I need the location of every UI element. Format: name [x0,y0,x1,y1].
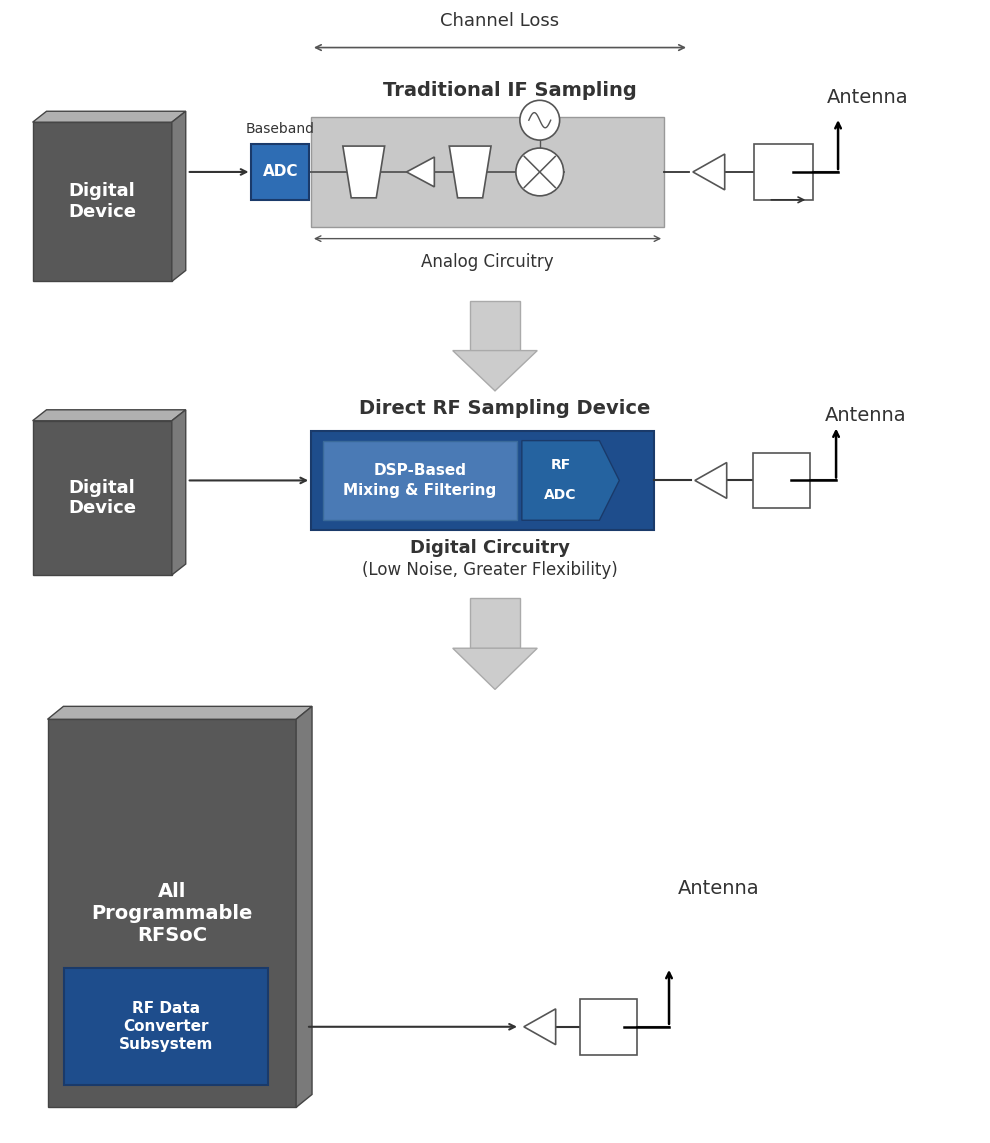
Bar [323,441,517,520]
Polygon shape [33,421,172,575]
Polygon shape [449,146,491,198]
Polygon shape [172,410,186,575]
Polygon shape [470,598,520,648]
Bar [753,144,813,200]
Text: RF Data: RF Data [133,1001,200,1016]
Text: Subsystem: Subsystem [119,1037,214,1053]
Bar [752,453,810,509]
Text: Digital: Digital [69,479,136,496]
Polygon shape [452,351,538,391]
Bar [64,968,268,1086]
Polygon shape [407,157,435,186]
Polygon shape [33,111,186,122]
Text: RF: RF [550,457,571,472]
Text: Programmable: Programmable [91,904,252,922]
Text: Direct RF Sampling Device: Direct RF Sampling Device [359,399,650,418]
Text: Digital Circuitry: Digital Circuitry [410,539,570,557]
Polygon shape [48,706,312,719]
Polygon shape [33,122,172,281]
Text: Converter: Converter [124,1020,209,1034]
Text: Channel Loss: Channel Loss [441,11,559,30]
Polygon shape [172,111,186,281]
Text: ADC: ADC [544,488,577,502]
Text: All: All [157,881,186,901]
Polygon shape [524,1009,555,1045]
Text: Device: Device [68,499,137,518]
Polygon shape [343,146,385,198]
Polygon shape [48,719,296,1108]
Text: ADC: ADC [262,165,298,179]
Polygon shape [693,154,725,190]
Bar [251,144,309,200]
Circle shape [520,101,559,141]
Text: RFSoC: RFSoC [137,926,207,945]
Text: Antenna: Antenna [825,406,907,425]
Text: Baseband: Baseband [246,122,315,136]
Polygon shape [470,302,520,351]
Polygon shape [695,463,727,498]
Bar [311,431,654,530]
Text: DSP-Based: DSP-Based [373,463,466,478]
Text: Analog Circuitry: Analog Circuitry [421,253,553,271]
Polygon shape [33,410,186,421]
Text: Traditional IF Sampling: Traditional IF Sampling [383,81,637,99]
Text: Antenna: Antenna [827,88,909,106]
Polygon shape [522,441,620,520]
Bar [579,999,638,1055]
Text: Mixing & Filtering: Mixing & Filtering [344,482,497,498]
Polygon shape [452,648,538,689]
Text: Antenna: Antenna [678,879,759,898]
Text: (Low Noise, Greater Flexibility): (Low Noise, Greater Flexibility) [362,561,618,580]
Polygon shape [296,706,312,1108]
Text: Digital: Digital [69,183,136,200]
Circle shape [516,149,563,195]
Bar [311,118,664,226]
Text: Device: Device [68,203,137,221]
